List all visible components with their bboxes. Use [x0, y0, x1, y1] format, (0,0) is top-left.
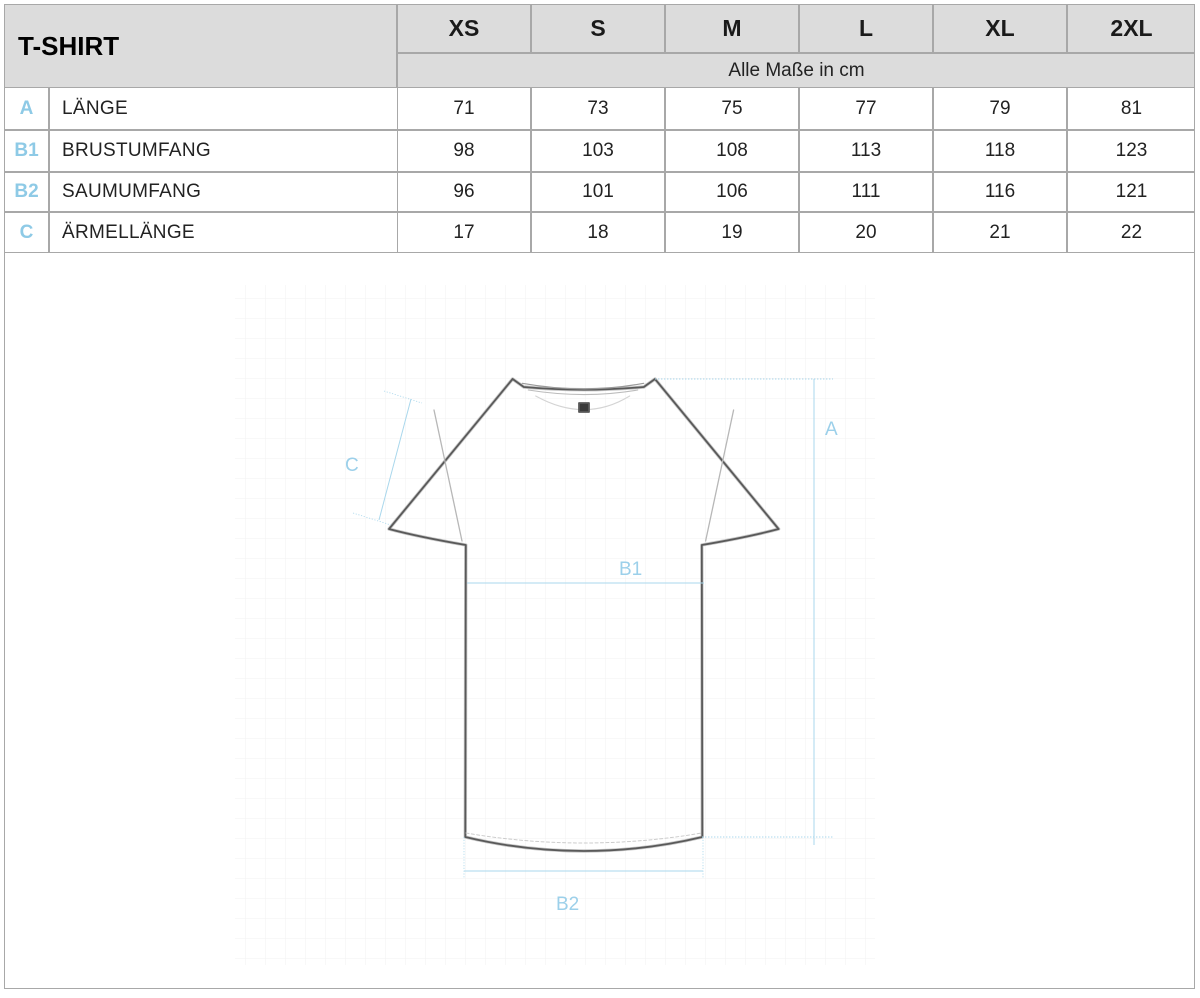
svg-text:B1: B1 — [619, 559, 642, 580]
svg-text:B2: B2 — [556, 894, 579, 915]
svg-text:C: C — [345, 455, 359, 476]
svg-text:A: A — [825, 419, 838, 440]
